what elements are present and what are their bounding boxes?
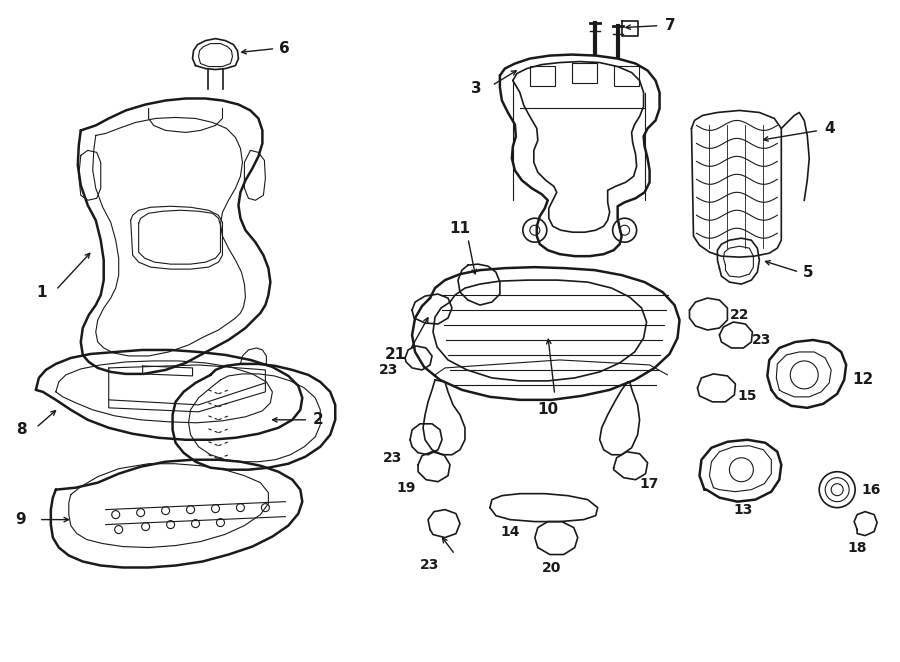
Text: 6: 6	[279, 41, 290, 56]
Text: 23: 23	[378, 363, 398, 377]
Text: 12: 12	[852, 373, 873, 387]
Text: 23: 23	[420, 557, 440, 571]
Text: 13: 13	[734, 502, 753, 516]
Text: 3: 3	[471, 81, 482, 96]
Text: 1: 1	[36, 285, 47, 300]
Text: 10: 10	[537, 402, 558, 417]
Text: 4: 4	[824, 121, 835, 136]
Bar	[530, 66, 554, 85]
Text: 15: 15	[738, 389, 757, 403]
Text: 23: 23	[752, 333, 771, 347]
Text: 5: 5	[804, 265, 814, 279]
Bar	[614, 66, 639, 85]
Text: 21: 21	[384, 348, 406, 363]
Text: 8: 8	[16, 422, 26, 438]
Text: 18: 18	[848, 541, 867, 555]
Text: 23: 23	[382, 451, 401, 465]
Text: 14: 14	[500, 524, 519, 539]
Text: 9: 9	[15, 512, 25, 527]
Text: 20: 20	[542, 561, 562, 575]
Bar	[572, 63, 597, 83]
Text: 2: 2	[312, 412, 323, 427]
Text: 16: 16	[861, 483, 880, 496]
Text: 17: 17	[640, 477, 660, 491]
Text: 22: 22	[730, 308, 749, 322]
Text: 7: 7	[664, 18, 675, 33]
Text: 19: 19	[396, 481, 416, 495]
Text: 11: 11	[449, 220, 471, 236]
